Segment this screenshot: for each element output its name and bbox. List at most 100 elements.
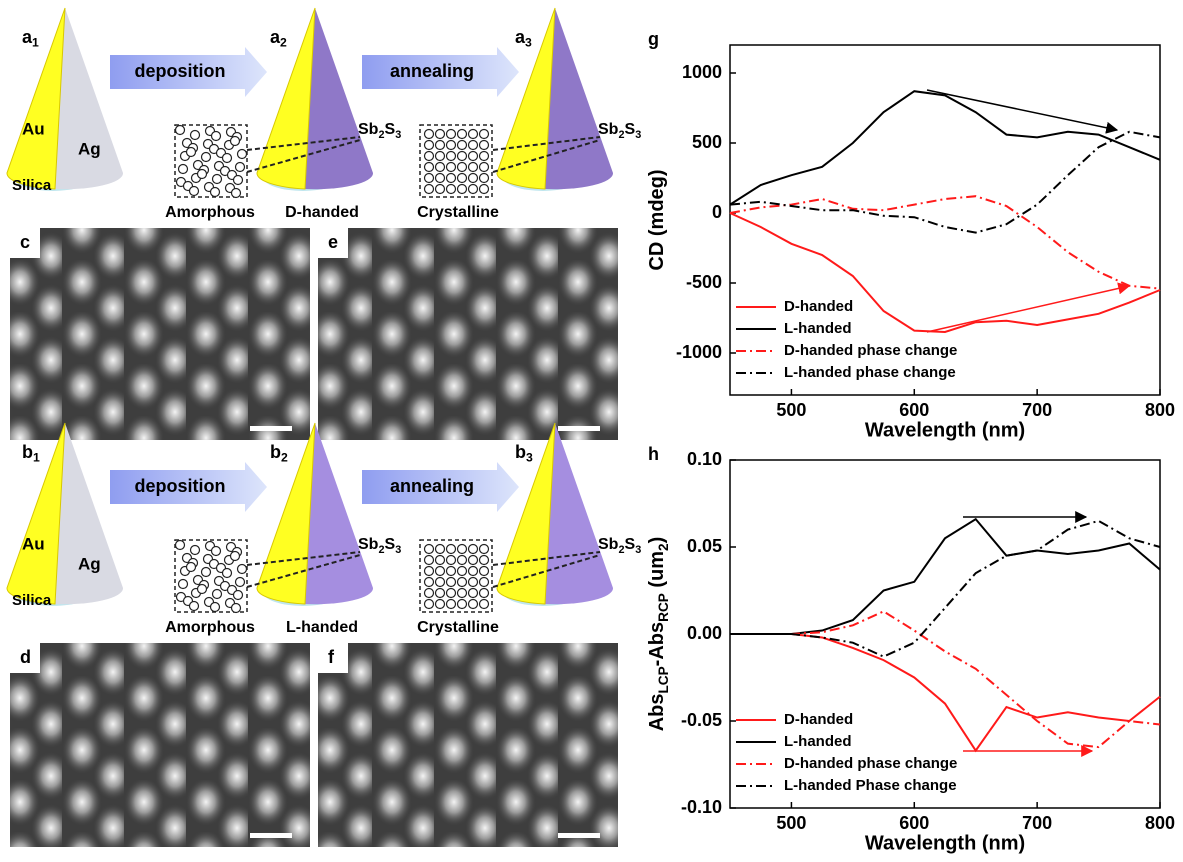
atom (469, 567, 478, 576)
text-part: 3 (525, 36, 532, 50)
series-line (730, 521, 1160, 657)
atom (436, 174, 445, 183)
material-label: Silica (12, 177, 52, 194)
panel-label: h (648, 444, 659, 464)
sem-label: f (328, 647, 335, 667)
atom (458, 130, 467, 139)
atom (231, 137, 240, 146)
sem-image (10, 643, 310, 847)
text-part: CD (mdeg) (646, 169, 668, 270)
panel-label: b3 (515, 442, 533, 465)
series-line (730, 196, 1160, 288)
atom (223, 154, 232, 163)
atom (469, 174, 478, 183)
atom (447, 163, 456, 172)
x-tick-label: 700 (1022, 400, 1052, 420)
atom (480, 556, 489, 565)
atom (238, 150, 247, 159)
y-tick-label: 500 (692, 132, 722, 152)
text-part: Sb (598, 121, 619, 138)
atom (469, 152, 478, 161)
y-tick-label: 0.00 (687, 623, 722, 643)
text-part: (um (646, 551, 668, 593)
atom (480, 567, 489, 576)
atom (212, 132, 221, 141)
atom (458, 545, 467, 554)
atom (232, 189, 241, 198)
atom (480, 185, 489, 194)
atom (425, 174, 434, 183)
legend-label: D-handed phase change (784, 342, 957, 359)
legend-label: D-handed (784, 711, 853, 728)
process-label: annealing (390, 476, 474, 496)
atom (231, 552, 240, 561)
panel-label: a1 (22, 27, 39, 50)
sem-label: c (20, 232, 30, 252)
atom (480, 545, 489, 554)
atom (447, 567, 456, 576)
sem-label: e (328, 232, 338, 252)
structure-label: D-handed (285, 204, 359, 221)
cone-right (55, 8, 123, 189)
atom (469, 130, 478, 139)
atom (187, 563, 196, 572)
atom (436, 152, 445, 161)
atom (458, 141, 467, 150)
y-tick-label: 0.10 (687, 449, 722, 469)
cone-right (545, 423, 613, 604)
atom (458, 152, 467, 161)
process-label: deposition (135, 476, 226, 496)
atom (236, 163, 245, 172)
atom (425, 185, 434, 194)
atom (447, 174, 456, 183)
y-tick-label: 1000 (682, 62, 722, 82)
atom (436, 556, 445, 565)
atom (202, 568, 211, 577)
material-label: Silica (12, 592, 52, 609)
atom (447, 141, 456, 150)
panel-label: a2 (270, 27, 287, 50)
process-label: deposition (135, 61, 226, 81)
cone-right (55, 423, 123, 604)
legend-label: L-handed (784, 320, 852, 337)
panel-label: a3 (515, 27, 532, 50)
text-part: S (385, 121, 396, 138)
atom (458, 600, 467, 609)
annotation-arrow (927, 286, 1129, 332)
sem-label: d (20, 647, 31, 667)
text-part: Abs (646, 694, 668, 732)
sem-image (10, 228, 310, 440)
text-part: 3 (395, 544, 401, 556)
atom (458, 163, 467, 172)
atom (480, 141, 489, 150)
panel-label: b2 (270, 442, 288, 465)
atom (211, 188, 220, 197)
series-line (730, 519, 1160, 634)
atom (447, 545, 456, 554)
atom (447, 600, 456, 609)
atom (436, 567, 445, 576)
text-part: 2 (280, 36, 287, 50)
atom (176, 126, 185, 135)
series-line (730, 132, 1160, 233)
atom (179, 580, 188, 589)
atom (469, 545, 478, 554)
x-tick-label: 500 (776, 813, 806, 833)
cone-right (545, 8, 613, 189)
atom (447, 578, 456, 587)
atom (176, 541, 185, 550)
atom (436, 600, 445, 609)
atom (234, 591, 243, 600)
text-part: 2 (281, 451, 288, 465)
atom (211, 603, 220, 612)
atom (425, 130, 434, 139)
material-label: Ag (78, 554, 101, 573)
atom (232, 604, 241, 613)
y-tick-label: -0.10 (681, 797, 722, 817)
sem-image (318, 228, 618, 440)
sem-image (318, 643, 618, 847)
process-label: annealing (390, 61, 474, 81)
scale-bar (558, 833, 600, 838)
text-part: S (625, 536, 636, 553)
atom (191, 546, 200, 555)
